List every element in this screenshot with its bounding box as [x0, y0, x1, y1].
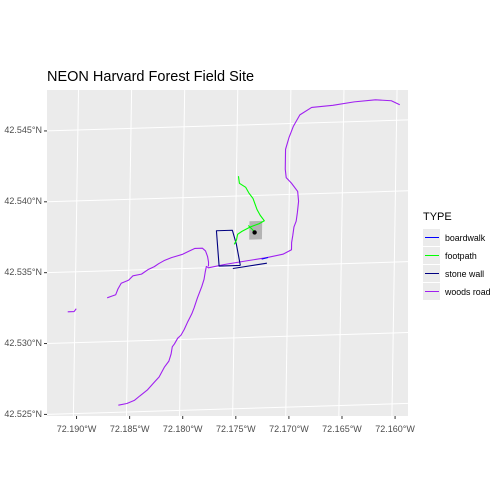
plot-panel-background: [47, 90, 408, 416]
meridian-5: [338, 89, 345, 417]
legend-item-stone-wall: stone wall: [423, 265, 490, 282]
legend-swatch-line: [424, 273, 439, 274]
x-tick-label: 72.175°W: [215, 424, 256, 434]
boardwalk-line-5: [261, 256, 269, 260]
parallel-0: [46, 402, 409, 415]
legend-item-woods-road: woods road: [423, 283, 490, 300]
stone-wall-line-3: [215, 229, 241, 267]
parallel-2: [46, 261, 409, 274]
meridian-2: [179, 89, 186, 417]
y-tick-label: 42.545°N: [4, 125, 42, 136]
meridian-1: [125, 89, 133, 417]
y-tick-label: 42.540°N: [4, 196, 42, 207]
legend-swatch-line: [424, 255, 439, 256]
x-tick-label: 72.190°W: [56, 424, 97, 434]
meridian-6: [391, 89, 398, 417]
legend-item-boardwalk: boardwalk: [423, 229, 490, 246]
woods-road-line-2: [67, 308, 77, 313]
x-tick-label: 72.160°W: [375, 424, 415, 434]
legend-items: boardwalk footpath stone wall woods road: [423, 229, 490, 300]
legend-item-footpath: footpath: [423, 247, 490, 264]
x-tick-label: 72.180°W: [162, 424, 203, 434]
x-tick-label: 72.170°W: [269, 424, 309, 434]
plot-boundary-polygon: [249, 220, 263, 240]
legend-swatch-line: [424, 291, 439, 292]
woods-road-line-1: [107, 247, 210, 299]
y-tick-label: 42.535°N: [4, 267, 42, 278]
parallel-3: [46, 190, 409, 203]
legend-label: footpath: [445, 250, 477, 261]
meridian-0: [72, 89, 80, 417]
legend-label: stone wall: [445, 268, 485, 279]
x-axis-ticks: [76, 416, 396, 419]
x-tick-label: 72.185°W: [109, 424, 150, 434]
y-axis-ticks: [44, 130, 47, 415]
x-tick-label: 72.165°W: [322, 424, 362, 434]
legend-key: [423, 283, 440, 300]
graticule: [46, 89, 409, 417]
footpath-line-6: [233, 176, 265, 245]
woods-road-line-0: [118, 99, 401, 406]
parallel-1: [46, 332, 409, 345]
parallel-4: [46, 119, 409, 132]
legend-label: woods road: [445, 286, 491, 297]
y-tick-label: 42.525°N: [4, 408, 42, 419]
legend-title: TYPE: [423, 211, 452, 223]
legend-key: [423, 247, 440, 264]
legend-label: boardwalk: [445, 232, 486, 243]
meridian-3: [232, 89, 239, 417]
legend-key: [423, 265, 440, 282]
chart-title: NEON Harvard Forest Field Site: [47, 69, 255, 85]
map-features: [67, 99, 401, 406]
meridian-4: [285, 89, 292, 417]
legend: TYPE boardwalk footpath stone wall woods ro…: [423, 211, 490, 301]
stone-wall-line-4: [232, 262, 267, 270]
legend-key: [423, 229, 440, 246]
legend-swatch-line: [424, 237, 439, 238]
y-tick-label: 42.530°N: [4, 338, 42, 349]
tower-point: [252, 230, 257, 235]
